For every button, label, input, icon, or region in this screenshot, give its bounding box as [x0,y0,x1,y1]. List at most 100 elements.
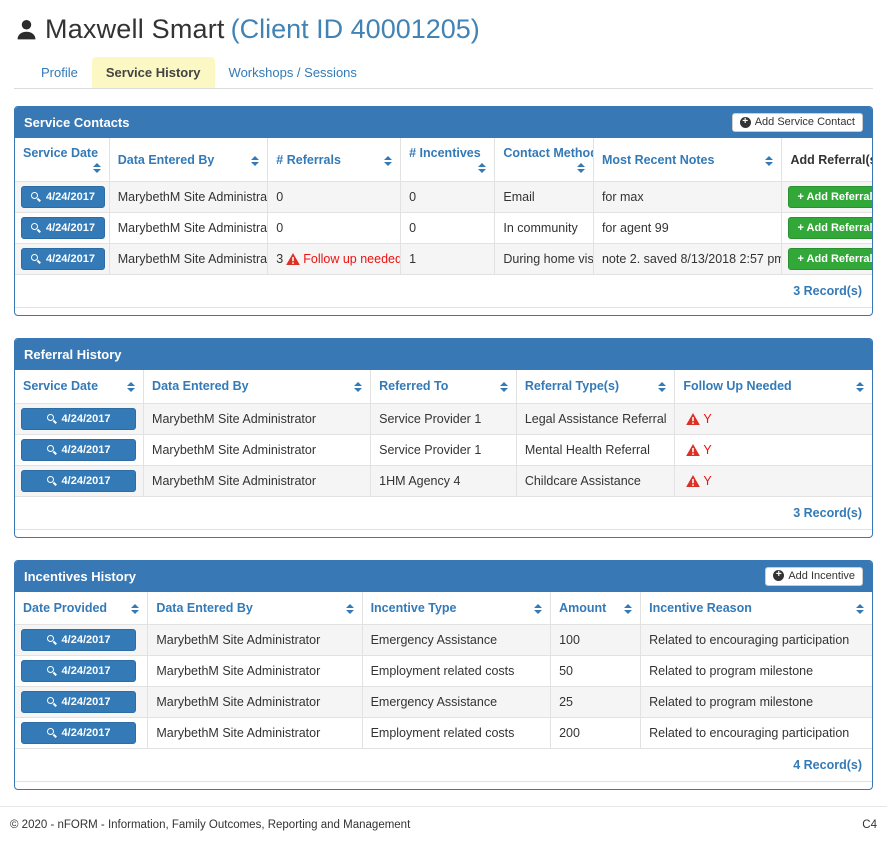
cell-date-provided: 4/24/2017 [15,624,149,656]
cell-amount: 200 [550,717,642,749]
col-num-incentives[interactable]: # Incentives [400,138,496,182]
cell-entered-by: MarybethM Site Administrator [143,433,372,466]
view-referral-button[interactable]: 4/24/2017 [21,438,136,461]
col-data-entered-by[interactable]: Data Entered By [108,138,269,182]
sort-arrows-icon [856,382,864,392]
followup-needed-text: Follow up needed [303,252,401,266]
col-incentive-type[interactable]: Incentive Type [361,591,552,625]
view-incentive-button[interactable]: 4/24/2017 [21,629,136,651]
col-service-date[interactable]: Service Date [15,370,145,404]
view-service-contact-button[interactable]: 4/24/2017 [21,248,105,270]
cell-entered-by: MarybethM Site Administrator [147,655,363,687]
cell-entered-by: MarybethM Site Administrator [147,717,363,749]
add-referral-button[interactable]: + Add Referral [788,248,872,270]
warning-triangle-icon [286,253,301,265]
page-title: Maxwell Smart (Client ID 40001205) [45,14,480,45]
cell-referrals: 3 Follow up needed [267,243,402,275]
plus-circle-icon [773,570,785,581]
cell-referral-type: Legal Assistance Referral [515,402,676,435]
col-contact-method[interactable]: Contact Method [494,138,594,182]
panel-title: Referral History [24,347,122,362]
tab-service-history[interactable]: Service History [91,57,215,88]
col-referred-to[interactable]: Referred To [370,370,517,404]
col-amount[interactable]: Amount [550,591,642,625]
add-service-contact-button[interactable]: Add Service Contact [731,113,863,132]
view-service-contact-button[interactable]: 4/24/2017 [21,217,105,239]
cell-service-date: 4/24/2017 [15,402,145,435]
view-incentive-button[interactable]: 4/24/2017 [21,660,136,682]
cell-service-date: 4/24/2017 [15,433,145,466]
cell-followup: Y [674,433,872,466]
view-incentive-button[interactable]: 4/24/2017 [21,722,136,744]
col-most-recent-notes[interactable]: Most Recent Notes [592,138,783,182]
table-header-row: Date Provided Data Entered By Incentive … [15,591,872,625]
table-row: 4/24/2017 MarybethM Site Administrator 3… [15,243,872,275]
warning-triangle-icon [686,412,701,425]
table-header-row: Service Date Data Entered By Referred To… [15,370,872,404]
record-count: 3 Record(s) [15,275,872,308]
magnifier-icon [46,413,57,424]
magnifier-icon [46,635,57,645]
cell-incentive-reason: Related to program milestone [640,686,872,718]
sort-arrows-icon [765,156,773,166]
cell-date-provided: 4/24/2017 [15,717,149,749]
tab-profile[interactable]: Profile [41,65,78,80]
plus-circle-icon [739,116,751,128]
page: Maxwell Smart (Client ID 40001205) Profil… [0,0,887,790]
cell-entered-by: MarybethM Site Administrator [143,402,372,435]
cell-service-date: 4/24/2017 [15,181,110,213]
cell-entered-by: MarybethM Site Administrator [147,624,363,656]
cell-contact-method: Email [494,181,594,213]
add-referral-button[interactable]: + Add Referral [788,186,872,208]
service-contacts-panel: Service Contacts Add Service Contact Ser… [14,106,873,316]
sort-arrows-icon [93,163,101,173]
table-row: 4/24/2017 MarybethM Site Administrator E… [15,655,872,687]
sort-arrows-icon [577,163,585,173]
record-count: 3 Record(s) [15,497,872,530]
incentives-history-heading: Incentives History Add Incentive [15,560,872,592]
col-data-entered-by[interactable]: Data Entered By [147,591,363,625]
sort-arrows-icon [624,604,632,614]
table-row: 4/24/2017 MarybethM Site Administrator E… [15,717,872,749]
view-service-contact-button[interactable]: 4/24/2017 [21,186,105,208]
tab-bar: Profile Service History Workshops / Sess… [14,57,873,89]
cell-amount: 25 [550,686,642,718]
view-referral-button[interactable]: 4/24/2017 [21,407,136,430]
cell-incentives: 0 [400,181,496,213]
user-icon [17,20,36,40]
cell-notes: note 2. saved 8/13/2018 2:57 pm. [592,243,783,275]
service-contacts-heading: Service Contacts Add Service Contact [15,107,872,138]
incentives-history-panel: Incentives History Add Incentive Date Pr… [14,559,873,790]
col-service-date[interactable]: Service Date [15,138,110,182]
cell-referred-to: 1HM Agency 4 [370,464,517,497]
cell-date-provided: 4/24/2017 [15,686,149,718]
col-date-provided[interactable]: Date Provided [15,591,149,625]
site-footer: © 2020 - nFORM - Information, Family Out… [0,806,887,853]
sort-arrows-icon [478,163,486,173]
cell-entered-by: MarybethM Site Administrator [108,212,269,244]
cell-followup: Y [674,464,872,497]
add-incentive-button[interactable]: Add Incentive [765,566,863,586]
cell-incentive-reason: Related to program milestone [640,655,872,687]
panel-title: Service Contacts [24,115,130,130]
table-row: 4/24/2017 MarybethM Site Administrator 1… [15,464,872,497]
sort-arrows-icon [127,382,135,392]
cell-incentive-reason: Related to encouraging participation [640,624,872,656]
followup-flag: Y [703,473,712,488]
cell-incentives: 1 [400,243,496,275]
view-incentive-button[interactable]: 4/24/2017 [21,691,136,713]
cell-add-referral: + Add Referral [781,212,872,244]
tab-workshops-sessions[interactable]: Workshops / Sessions [228,65,357,80]
col-data-entered-by[interactable]: Data Entered By [143,370,372,404]
col-num-referrals[interactable]: # Referrals [267,138,402,182]
service-contacts-table: Service Date Data Entered By # Referrals… [15,138,872,275]
col-referral-types[interactable]: Referral Type(s) [515,370,676,404]
cell-date-provided: 4/24/2017 [15,655,149,687]
col-follow-up-needed[interactable]: Follow Up Needed [674,370,872,404]
magnifier-icon [46,697,57,707]
table-header-row: Service Date Data Entered By # Referrals… [15,138,872,182]
cell-incentive-type: Emergency Assistance [361,624,552,656]
add-referral-button[interactable]: + Add Referral [788,217,872,239]
view-referral-button[interactable]: 4/24/2017 [21,469,136,492]
col-incentive-reason[interactable]: Incentive Reason [640,591,872,625]
